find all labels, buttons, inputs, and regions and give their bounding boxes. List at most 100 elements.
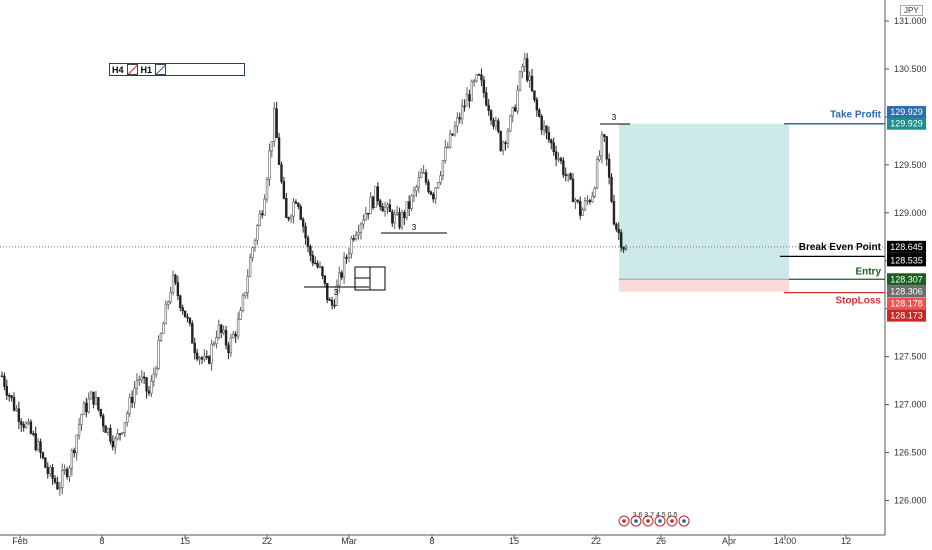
candle-body bbox=[244, 292, 247, 297]
sl-tag-2-bg bbox=[887, 309, 926, 322]
candle-body bbox=[265, 179, 269, 200]
candle-body bbox=[545, 125, 548, 133]
candle-body bbox=[118, 433, 122, 435]
candle-body bbox=[448, 133, 452, 148]
candle-body bbox=[446, 146, 449, 149]
candle-body bbox=[456, 117, 459, 127]
candle-body bbox=[475, 74, 478, 82]
line-swatch-icon-2 bbox=[155, 64, 167, 75]
tf-h4-label: H4 bbox=[112, 64, 124, 75]
candle-body bbox=[61, 470, 64, 489]
candle-body bbox=[557, 158, 560, 160]
candle-body bbox=[116, 433, 119, 439]
candle-body bbox=[251, 247, 254, 259]
candle-body bbox=[27, 421, 30, 424]
candle-body bbox=[398, 212, 401, 228]
candle-body bbox=[540, 116, 543, 131]
candle-body bbox=[328, 299, 331, 301]
candle-body bbox=[181, 307, 184, 312]
y-tick-label: 130.500 bbox=[894, 64, 927, 74]
break-even-label: Break Even Point bbox=[799, 242, 882, 253]
candle-body bbox=[70, 450, 74, 469]
candle-body bbox=[473, 80, 476, 83]
candle-body bbox=[388, 204, 392, 213]
tp-tag-2-bg bbox=[887, 117, 926, 130]
x-tick-label: 8 bbox=[99, 536, 104, 546]
candle-body bbox=[309, 246, 312, 256]
candle-body bbox=[595, 159, 599, 189]
candle-body bbox=[622, 247, 625, 250]
candle-body bbox=[533, 90, 536, 100]
candle-body bbox=[318, 266, 322, 268]
economic-event-dot bbox=[646, 519, 650, 523]
timeframe-legend[interactable]: H4 H1 bbox=[109, 63, 245, 76]
candle-body bbox=[395, 212, 399, 215]
candle-body bbox=[482, 79, 486, 93]
candle-body bbox=[92, 391, 95, 405]
candle-body bbox=[273, 108, 276, 142]
candle-body bbox=[379, 200, 382, 208]
candle-body bbox=[157, 340, 160, 370]
candle-body bbox=[494, 120, 498, 127]
candle-body bbox=[268, 150, 271, 180]
line-swatch-icon bbox=[126, 64, 138, 75]
candle-body bbox=[600, 134, 604, 157]
candle-body bbox=[528, 75, 531, 81]
candle-body bbox=[326, 283, 329, 300]
candle-body bbox=[538, 109, 541, 117]
candle-body bbox=[345, 257, 348, 259]
price-tags: 129.929129.929128.64503:55:07128.535128.… bbox=[887, 106, 926, 322]
economic-event-dot bbox=[670, 519, 674, 523]
candle-body bbox=[171, 274, 175, 293]
candle-body bbox=[420, 172, 423, 178]
currency-badge[interactable]: JPY bbox=[900, 5, 923, 16]
candle-body bbox=[5, 386, 9, 396]
candle-body bbox=[569, 173, 572, 180]
sl-tag-2: 128.173 bbox=[887, 309, 926, 322]
candle-body bbox=[224, 329, 228, 346]
candle-body bbox=[350, 238, 353, 255]
candle-body bbox=[68, 468, 71, 478]
candle-body bbox=[374, 186, 377, 208]
candle-body bbox=[227, 344, 230, 354]
candle-body bbox=[429, 191, 433, 195]
sl-tag-2-text: 128.173 bbox=[890, 311, 923, 321]
candle-body bbox=[75, 434, 78, 454]
candle-body bbox=[186, 316, 189, 319]
sl-tag-1: 128.178 bbox=[887, 297, 926, 310]
time-axis[interactable]: Feb 8 15 22 Mar 8 15 22 26 Apr 14:00 12 bbox=[12, 535, 851, 546]
candle-body bbox=[439, 175, 442, 183]
candle-body bbox=[603, 134, 606, 137]
candle-body bbox=[128, 397, 131, 414]
candle-body bbox=[619, 232, 623, 248]
entry-tag-bg bbox=[887, 273, 926, 286]
candle-body bbox=[523, 58, 527, 68]
last-price-tag-bg bbox=[887, 240, 926, 253]
candle-body bbox=[15, 408, 18, 411]
entry-tag: 128.307 bbox=[887, 273, 926, 286]
x-tick-label: 15 bbox=[509, 536, 519, 546]
candle-body bbox=[239, 310, 242, 320]
candle-body bbox=[333, 304, 336, 307]
candle-body bbox=[412, 190, 416, 197]
candle-body bbox=[99, 409, 102, 416]
candle-body bbox=[460, 105, 464, 120]
candle-body bbox=[215, 337, 218, 345]
candle-body bbox=[205, 356, 208, 358]
take-profit-label: Take Profit bbox=[830, 110, 882, 121]
candle-body bbox=[63, 469, 66, 471]
candle-body bbox=[359, 223, 363, 233]
candle-body bbox=[282, 181, 286, 199]
range-count-left: 3 bbox=[334, 288, 339, 297]
candle-body bbox=[347, 253, 351, 259]
candle-body bbox=[10, 395, 13, 398]
candle-body bbox=[126, 413, 129, 423]
candle-body bbox=[434, 187, 437, 200]
candle-body bbox=[212, 343, 216, 346]
candle-body bbox=[436, 182, 440, 189]
entry-tag-2-bg bbox=[887, 285, 926, 298]
candle-body bbox=[17, 408, 21, 422]
candle-body bbox=[566, 173, 570, 176]
candle-body bbox=[371, 196, 375, 208]
